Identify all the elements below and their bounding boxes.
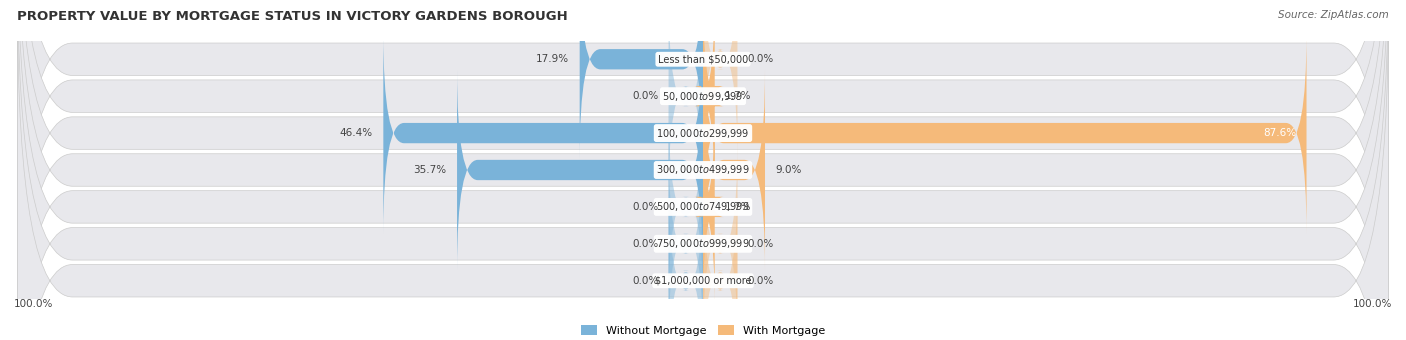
Text: 100.0%: 100.0%: [1353, 299, 1392, 309]
FancyBboxPatch shape: [703, 69, 765, 271]
Text: 0.0%: 0.0%: [748, 239, 775, 249]
FancyBboxPatch shape: [17, 0, 1389, 340]
Text: Source: ZipAtlas.com: Source: ZipAtlas.com: [1278, 10, 1389, 20]
Text: $300,000 to $499,999: $300,000 to $499,999: [657, 164, 749, 176]
Text: 1.7%: 1.7%: [725, 202, 752, 212]
FancyBboxPatch shape: [17, 0, 1389, 340]
Text: 0.0%: 0.0%: [631, 91, 658, 101]
Text: 0.0%: 0.0%: [748, 276, 775, 286]
Text: $1,000,000 or more: $1,000,000 or more: [655, 276, 751, 286]
FancyBboxPatch shape: [17, 2, 1389, 340]
FancyBboxPatch shape: [703, 33, 1306, 234]
FancyBboxPatch shape: [579, 0, 703, 160]
Text: Less than $50,000: Less than $50,000: [658, 54, 748, 64]
Text: $50,000 to $99,999: $50,000 to $99,999: [662, 90, 744, 103]
FancyBboxPatch shape: [669, 106, 703, 307]
Text: PROPERTY VALUE BY MORTGAGE STATUS IN VICTORY GARDENS BOROUGH: PROPERTY VALUE BY MORTGAGE STATUS IN VIC…: [17, 10, 568, 23]
FancyBboxPatch shape: [703, 0, 738, 160]
Text: 0.0%: 0.0%: [748, 54, 775, 64]
FancyBboxPatch shape: [669, 0, 703, 197]
FancyBboxPatch shape: [384, 33, 703, 234]
Text: 0.0%: 0.0%: [631, 276, 658, 286]
Text: $500,000 to $749,999: $500,000 to $749,999: [657, 200, 749, 214]
FancyBboxPatch shape: [695, 106, 724, 307]
FancyBboxPatch shape: [17, 0, 1389, 340]
Text: $100,000 to $299,999: $100,000 to $299,999: [657, 126, 749, 140]
Text: 87.6%: 87.6%: [1263, 128, 1296, 138]
Text: 9.0%: 9.0%: [775, 165, 801, 175]
FancyBboxPatch shape: [669, 143, 703, 340]
Text: 1.7%: 1.7%: [725, 91, 752, 101]
Legend: Without Mortgage, With Mortgage: Without Mortgage, With Mortgage: [576, 321, 830, 340]
Text: 100.0%: 100.0%: [14, 299, 53, 309]
Text: 0.0%: 0.0%: [631, 202, 658, 212]
FancyBboxPatch shape: [703, 180, 738, 340]
Text: 35.7%: 35.7%: [413, 165, 447, 175]
Text: 0.0%: 0.0%: [631, 239, 658, 249]
FancyBboxPatch shape: [695, 0, 724, 197]
FancyBboxPatch shape: [17, 0, 1389, 340]
FancyBboxPatch shape: [17, 0, 1389, 338]
Text: $750,000 to $999,999: $750,000 to $999,999: [657, 237, 749, 250]
FancyBboxPatch shape: [703, 143, 738, 340]
Text: 46.4%: 46.4%: [340, 128, 373, 138]
FancyBboxPatch shape: [669, 180, 703, 340]
FancyBboxPatch shape: [17, 0, 1389, 340]
FancyBboxPatch shape: [457, 69, 703, 271]
Text: 17.9%: 17.9%: [536, 54, 569, 64]
